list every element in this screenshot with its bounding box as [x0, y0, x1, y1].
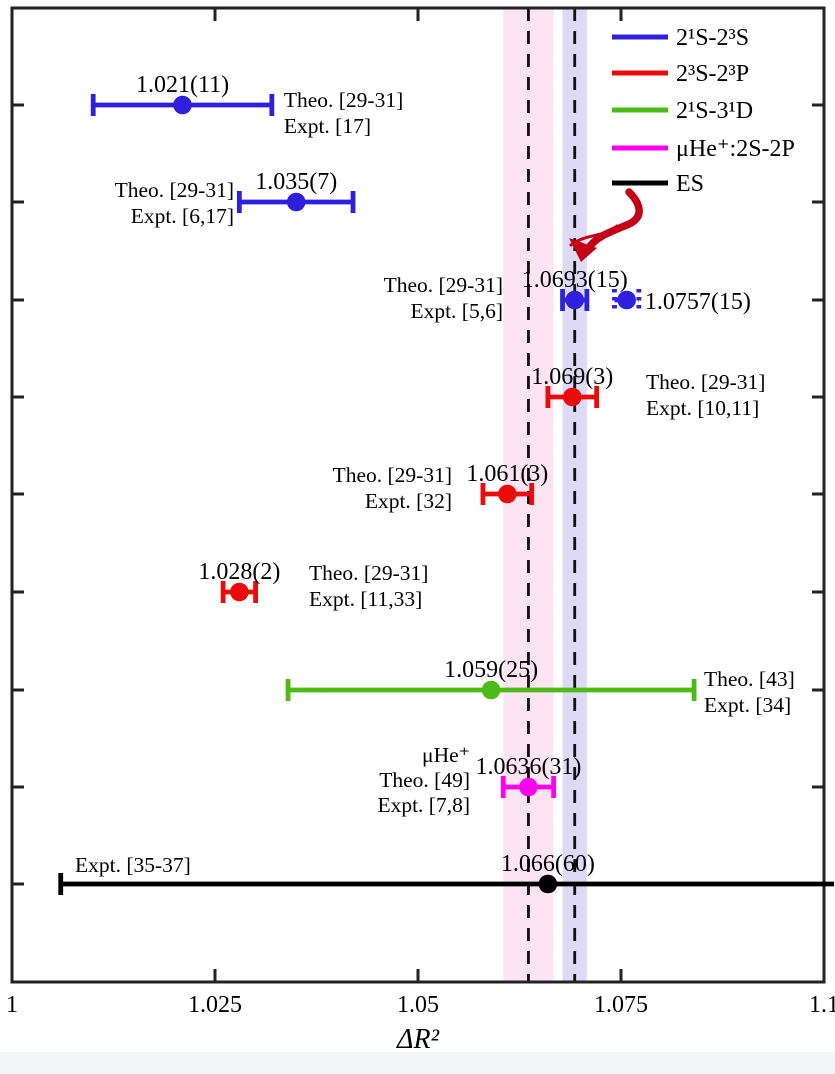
ref-label: Expt. [11,33] — [309, 587, 422, 611]
x-tick-label: 1.075 — [594, 992, 648, 1018]
value-label: 1.069(3) — [531, 364, 613, 390]
ref-label: Theo. [29-31] — [115, 178, 234, 202]
value-label: 1.0693(15) — [522, 267, 628, 293]
ref-label: Expt. [10,11] — [646, 396, 759, 420]
legend-label-black: ES — [676, 171, 704, 197]
value-label: 1.028(2) — [198, 559, 280, 585]
legend-label-red: 2³S-2³P — [676, 61, 749, 87]
value-label: 1.059(25) — [444, 657, 538, 683]
legend-label-blue: 2¹S-2³S — [676, 25, 749, 51]
data-point — [538, 874, 558, 894]
errorbar-1.066(60): 1.066(60) Expt. [35-37] — [58, 851, 834, 895]
data-point — [481, 680, 501, 700]
errorbar-1.059(25): 1.059(25) Theo. [43]Expt. [34] — [285, 657, 795, 717]
errorbar-1.061(3): 1.061(3) Theo. [29-31]Expt. [32] — [333, 461, 549, 513]
x-tick-label: 1.1 — [809, 992, 835, 1018]
data-point — [286, 192, 306, 212]
errorbar-1.0636(31): 1.0636(31)μHe⁺Theo. [49]Expt. [7,8] — [377, 743, 581, 817]
value-label: 1.021(11) — [136, 72, 229, 98]
data-point — [565, 290, 585, 310]
x-tick-label: 1.05 — [397, 992, 439, 1018]
data-point — [498, 484, 517, 504]
x-axis-title: ΔR² — [396, 1024, 440, 1055]
errorbar-1.0693(15): 1.0693(15) Theo. [29-31]Expt. [5,6] — [384, 267, 628, 323]
data-point — [230, 582, 249, 602]
ref-label: Theo. [49] — [379, 768, 470, 792]
legend-label-magenta: μHe⁺:2S-2P — [676, 136, 795, 162]
ref-label: Theo. [29-31] — [646, 370, 765, 394]
errorbar-1.069(3): 1.069(3) Theo. [29-31]Expt. [10,11] — [531, 364, 765, 420]
ref-label: Theo. [29-31] — [333, 463, 452, 487]
ref-label: Expt. [5,6] — [410, 299, 503, 323]
arrow-head — [569, 238, 597, 262]
x-tick-label: 1 — [6, 992, 18, 1018]
ref-label: μHe⁺ — [422, 743, 470, 767]
x-tick-label: 1.025 — [188, 992, 242, 1018]
ref-label: Theo. [43] — [704, 667, 795, 691]
ref-label: Expt. [34] — [704, 693, 791, 717]
ref-label: Expt. [35-37] — [75, 853, 191, 877]
annotation-arrow — [569, 188, 643, 262]
value-label: 1.066(60) — [501, 851, 595, 877]
data-point — [617, 290, 636, 310]
ref-label: Expt. [32] — [365, 489, 452, 513]
legend-label-green: 2¹S-3¹D — [676, 98, 753, 124]
ref-label: Theo. [29-31] — [384, 273, 503, 297]
data-point — [519, 777, 538, 797]
value-label: 1.035(7) — [255, 169, 337, 195]
ref-label: Expt. [7,8] — [377, 793, 470, 817]
ref-label: Expt. [17] — [284, 114, 371, 138]
errorbar-1.035(7): 1.035(7) Theo. [29-31]Expt. [6,17] — [115, 169, 356, 228]
data-point — [173, 95, 192, 115]
value-label: 1.0757(15) — [645, 289, 751, 315]
ref-label: Theo. [29-31] — [284, 88, 403, 112]
data-point — [562, 387, 582, 407]
value-label: 1.0636(31) — [475, 754, 581, 780]
ref-label: Theo. [29-31] — [309, 561, 428, 585]
ref-label: Expt. [6,17] — [131, 204, 234, 228]
errorbar-1.0757(15): 1.0757(15) — [612, 289, 751, 315]
errorbar-1.028(2): 1.028(2) Theo. [29-31]Expt. [11,33] — [198, 559, 428, 611]
page-bottom-strip — [0, 1052, 835, 1074]
errorbar-1.021(11): 1.021(11) Theo. [29-31]Expt. [17] — [90, 72, 403, 138]
arrow-curve — [584, 188, 643, 253]
value-label: 1.061(3) — [466, 461, 548, 487]
